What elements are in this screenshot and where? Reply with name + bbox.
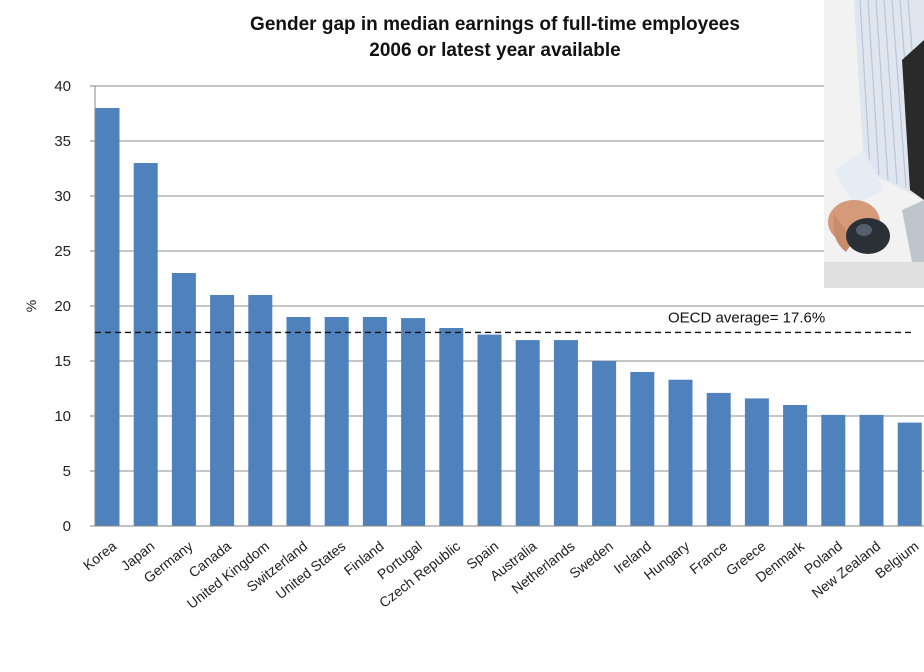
y-tick-labels: 0 5 10 15 20 25 30 35 40	[54, 78, 71, 535]
y-axis-label: %	[23, 300, 39, 312]
bar	[286, 317, 311, 526]
bar	[210, 295, 235, 526]
bar	[592, 361, 617, 526]
bar	[171, 273, 196, 526]
bar	[668, 379, 693, 526]
bar	[133, 163, 158, 526]
bar	[783, 405, 808, 526]
bar	[324, 317, 349, 526]
reference-line-label: OECD average= 17.6%	[668, 309, 825, 326]
bar	[630, 372, 655, 526]
person-at-computer-photo	[824, 0, 924, 288]
x-tick-label: Sweden	[566, 538, 616, 582]
bar-series	[95, 108, 922, 526]
bar	[744, 398, 769, 526]
y-tick-label: 15	[54, 353, 71, 370]
y-tick-label: 40	[54, 78, 71, 95]
chart-subtitle: 2006 or latest year available	[369, 40, 621, 61]
y-tick-label: 5	[63, 463, 71, 480]
bar	[706, 392, 731, 526]
bar	[439, 328, 464, 526]
bar	[477, 334, 502, 526]
chart-title: Gender gap in median earnings of full-ti…	[250, 14, 740, 35]
bar	[362, 317, 387, 526]
oecd-average-reference: OECD average= 17.6%	[95, 309, 912, 334]
y-tick-label: 25	[54, 243, 71, 260]
y-tick-label: 10	[54, 408, 71, 425]
bar	[401, 318, 426, 526]
y-tick-label: 30	[54, 188, 71, 205]
bar	[553, 340, 578, 526]
y-tick-label: 20	[54, 298, 71, 315]
bar	[897, 422, 922, 526]
axes	[94, 86, 924, 527]
bar	[248, 295, 273, 526]
x-tick-label: France	[686, 538, 730, 578]
bar	[821, 414, 846, 526]
bar	[515, 340, 540, 526]
x-tick-label: Belgium	[872, 538, 922, 582]
x-tick-label: Korea	[80, 538, 119, 574]
bar	[95, 108, 120, 526]
y-tick-label: 0	[63, 518, 71, 535]
chart-title-block: Gender gap in median earnings of full-ti…	[0, 12, 924, 64]
bar	[859, 414, 884, 526]
y-tick-label: 35	[54, 133, 71, 150]
